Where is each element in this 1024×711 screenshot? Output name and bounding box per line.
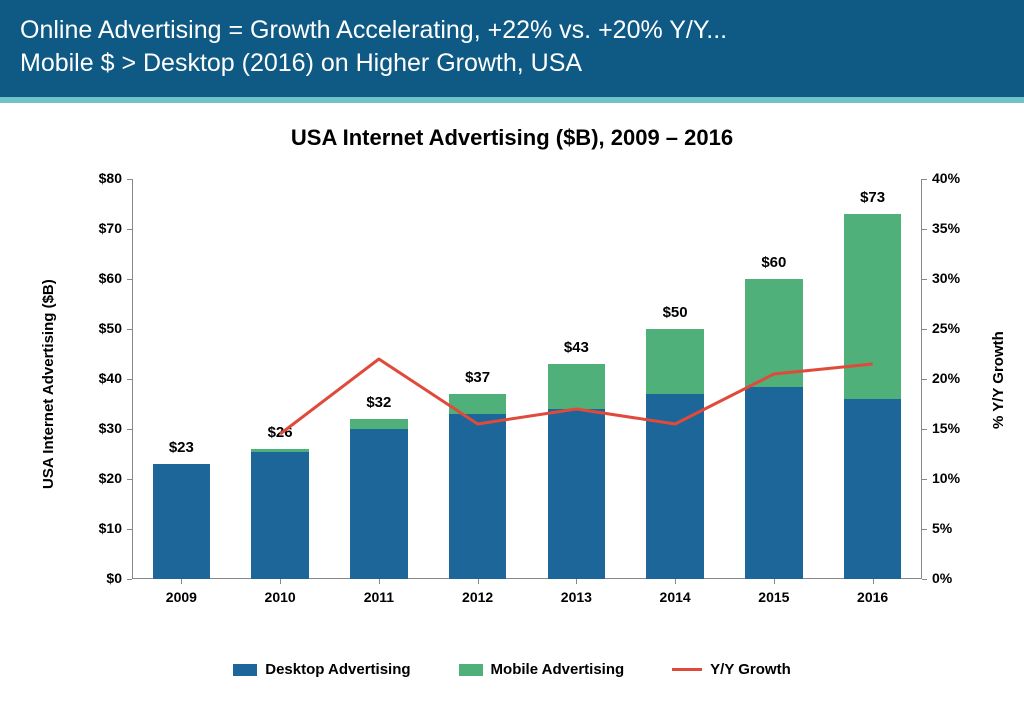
y-right-tick: 5% [932, 520, 952, 536]
x-tick: 2016 [857, 589, 888, 605]
legend-swatch-line [672, 668, 702, 671]
chart-container: USA Internet Advertising ($B), 2009 – 20… [0, 97, 1024, 688]
bar-desktop [251, 452, 308, 580]
y-left-tick: $40 [72, 370, 122, 386]
chart-title: USA Internet Advertising ($B), 2009 – 20… [10, 125, 1014, 151]
y-left-tick: $20 [72, 470, 122, 486]
x-tick: 2010 [265, 589, 296, 605]
bar-desktop [745, 387, 802, 580]
bar-total-label: $43 [564, 339, 589, 356]
legend-swatch-box [459, 664, 483, 676]
y-right-axis-label: % Y/Y Growth [990, 331, 1007, 429]
y-right-tick: 40% [932, 170, 960, 186]
y-right-tick: 35% [932, 220, 960, 236]
y-left-tick: $60 [72, 270, 122, 286]
chart-plot: $0 $10 $20 $30 $40 $50 $60 $70 $80 0% 5% 10% 15% 20% 2… [22, 169, 1002, 609]
bar-total-label: $60 [761, 254, 786, 271]
bar-desktop [548, 409, 605, 579]
legend-item-growth: Y/Y Growth [672, 661, 791, 678]
x-tick: 2009 [166, 589, 197, 605]
bar-mobile [449, 394, 506, 414]
bar-total-label: $50 [663, 304, 688, 321]
y-right-tick: 20% [932, 370, 960, 386]
bar-mobile [548, 364, 605, 409]
bar-total-label: $73 [860, 189, 885, 206]
bar-mobile [350, 419, 407, 429]
chart-legend: Desktop Advertising Mobile Advertising Y/Y… [10, 661, 1014, 678]
legend-swatch-box [233, 664, 257, 676]
y-left-tick: $70 [72, 220, 122, 236]
bar-total-label: $37 [465, 369, 490, 386]
legend-item-mobile: Mobile Advertising [459, 661, 625, 678]
bar-mobile [251, 449, 308, 452]
y-left-tick: $50 [72, 320, 122, 336]
header-title-line1: Online Advertising = Growth Accelerating… [20, 14, 1004, 47]
y-left-tick: $80 [72, 170, 122, 186]
y-right-tick: 15% [932, 420, 960, 436]
bar-desktop [844, 399, 901, 579]
x-tick: 2014 [660, 589, 691, 605]
y-left-tick: $10 [72, 520, 122, 536]
bar-desktop [153, 464, 210, 579]
header-title-line2: Mobile $ > Desktop (2016) on Higher Grow… [20, 47, 1004, 80]
legend-label: Mobile Advertising [491, 661, 625, 678]
x-tick: 2013 [561, 589, 592, 605]
legend-item-desktop: Desktop Advertising [233, 661, 410, 678]
legend-label: Y/Y Growth [710, 661, 791, 678]
bar-total-label: $26 [268, 424, 293, 441]
y-right-tick: 25% [932, 320, 960, 336]
bar-total-label: $23 [169, 439, 194, 456]
x-tick: 2015 [758, 589, 789, 605]
bar-desktop [449, 414, 506, 579]
y-left-tick: $0 [72, 570, 122, 586]
bar-mobile [844, 214, 901, 399]
y-right-tick: 10% [932, 470, 960, 486]
y-right-tick: 30% [932, 270, 960, 286]
bar-mobile [745, 279, 802, 387]
bar-desktop [350, 429, 407, 579]
x-tick: 2012 [462, 589, 493, 605]
x-tick: 2011 [364, 589, 394, 605]
legend-label: Desktop Advertising [265, 661, 410, 678]
bar-total-label: $32 [366, 394, 391, 411]
y-right-tick: 0% [932, 570, 952, 586]
slide-header: Online Advertising = Growth Accelerating… [0, 0, 1024, 97]
y-left-tick: $30 [72, 420, 122, 436]
bar-desktop [646, 394, 703, 579]
y-left-axis-label: USA Internet Advertising ($B) [40, 279, 57, 489]
bar-mobile [646, 329, 703, 394]
